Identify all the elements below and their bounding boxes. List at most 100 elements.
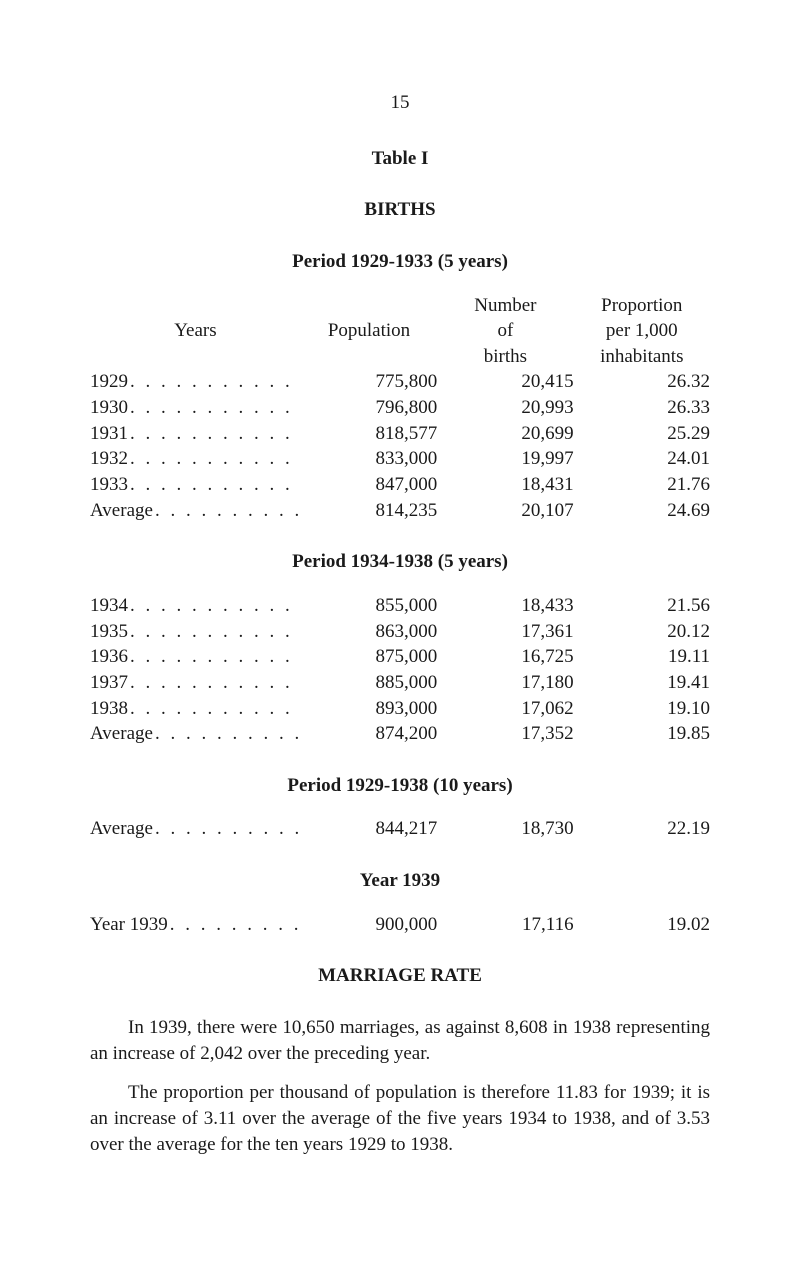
dot-leader: . . . . . . . . . . . . . . . . . . . . … (128, 696, 301, 722)
cell-proportion: 19.85 (574, 721, 710, 747)
table-header-cell: inhabitants (574, 344, 710, 370)
cell-year: Average. . . . . . . . . . . . . . . . .… (90, 498, 301, 524)
cell-population: 833,000 (301, 446, 437, 472)
year-label: 1937 (90, 670, 128, 696)
cell-year: 1937. . . . . . . . . . . . . . . . . . … (90, 670, 301, 696)
cell-year: 1931. . . . . . . . . . . . . . . . . . … (90, 421, 301, 447)
cell-population: 885,000 (301, 670, 437, 696)
table-row: 1929. . . . . . . . . . . . . . . . . . … (90, 369, 710, 395)
section-title-marriage: MARRIAGE RATE (90, 963, 710, 989)
cell-number: 20,415 (437, 369, 573, 395)
cell-number: 18,431 (437, 472, 573, 498)
cell-population: 796,800 (301, 395, 437, 421)
table-row: 1935. . . . . . . . . . . . . . . . . . … (90, 619, 710, 645)
cell-year: 1930. . . . . . . . . . . . . . . . . . … (90, 395, 301, 421)
cell-proportion: 24.01 (574, 446, 710, 472)
cell-population: 874,200 (301, 721, 437, 747)
dot-leader: . . . . . . . . . . . . . . . . . . . . … (168, 912, 301, 938)
page-number: 15 (90, 90, 710, 116)
period-heading: Period 1929-1933 (5 years) (90, 249, 710, 275)
cell-year: 1936. . . . . . . . . . . . . . . . . . … (90, 644, 301, 670)
cell-population: 863,000 (301, 619, 437, 645)
dot-leader: . . . . . . . . . . . . . . . . . . . . … (128, 472, 301, 498)
cell-proportion: 20.12 (574, 619, 710, 645)
year-label: Average (90, 498, 153, 524)
cell-number: 20,993 (437, 395, 573, 421)
dot-leader: . . . . . . . . . . . . . . . . . . . . … (128, 644, 301, 670)
year-label: 1938 (90, 696, 128, 722)
table-header-cell: Years (90, 318, 301, 344)
cell-year: Average. . . . . . . . . . . . . . . . .… (90, 721, 301, 747)
cell-number: 17,180 (437, 670, 573, 696)
marriage-para-1: In 1939, there were 10,650 marriages, as… (90, 1015, 710, 1066)
cell-proportion: 26.32 (574, 369, 710, 395)
dot-leader: . . . . . . . . . . . . . . . . . . . . … (153, 498, 301, 524)
cell-population: 900,000 (301, 912, 437, 938)
document-page: 15 Table I BIRTHS Period 1929-1933 (5 ye… (0, 0, 800, 1217)
table-header-row: NumberProportion (90, 293, 710, 319)
cell-proportion: 19.10 (574, 696, 710, 722)
table-row: 1936. . . . . . . . . . . . . . . . . . … (90, 644, 710, 670)
cell-proportion: 24.69 (574, 498, 710, 524)
cell-proportion: 25.29 (574, 421, 710, 447)
year-label: Year 1939 (90, 912, 168, 938)
period-heading: Period 1929-1938 (10 years) (90, 773, 710, 799)
cell-year: 1934. . . . . . . . . . . . . . . . . . … (90, 593, 301, 619)
cell-number: 16,725 (437, 644, 573, 670)
cell-proportion: 22.19 (574, 816, 710, 842)
cell-proportion: 21.76 (574, 472, 710, 498)
table-header-cell (301, 293, 437, 319)
period-heading: Year 1939 (90, 868, 710, 894)
year-label: Average (90, 816, 153, 842)
cell-year: 1938. . . . . . . . . . . . . . . . . . … (90, 696, 301, 722)
section-title-births: BIRTHS (90, 197, 710, 223)
cell-population: 855,000 (301, 593, 437, 619)
year-label: 1932 (90, 446, 128, 472)
table-header-cell: Proportion (574, 293, 710, 319)
year-label: Average (90, 721, 153, 747)
table-header-cell (90, 293, 301, 319)
cell-year: Average. . . . . . . . . . . . . . . . .… (90, 816, 301, 842)
dot-leader: . . . . . . . . . . . . . . . . . . . . … (128, 395, 301, 421)
cell-year: 1929. . . . . . . . . . . . . . . . . . … (90, 369, 301, 395)
table-row: 1938. . . . . . . . . . . . . . . . . . … (90, 696, 710, 722)
dot-leader: . . . . . . . . . . . . . . . . . . . . … (128, 593, 301, 619)
year-label: 1936 (90, 644, 128, 670)
marriage-para-2: The proportion per thousand of populatio… (90, 1080, 710, 1157)
table-row: Average. . . . . . . . . . . . . . . . .… (90, 721, 710, 747)
cell-proportion: 19.02 (574, 912, 710, 938)
table-row: 1937. . . . . . . . . . . . . . . . . . … (90, 670, 710, 696)
cell-number: 18,730 (437, 816, 573, 842)
year-label: 1935 (90, 619, 128, 645)
cell-number: 18,433 (437, 593, 573, 619)
table-row: 1932. . . . . . . . . . . . . . . . . . … (90, 446, 710, 472)
year-label: 1933 (90, 472, 128, 498)
cell-population: 844,217 (301, 816, 437, 842)
table-header-cell: births (437, 344, 573, 370)
periods-container: Period 1929-1933 (5 years) NumberProport… (90, 249, 710, 937)
dot-leader: . . . . . . . . . . . . . . . . . . . . … (128, 369, 301, 395)
cell-population: 875,000 (301, 644, 437, 670)
cell-year: 1935. . . . . . . . . . . . . . . . . . … (90, 619, 301, 645)
table-header-cell (90, 344, 301, 370)
year-label: 1934 (90, 593, 128, 619)
table-header-cell: Number (437, 293, 573, 319)
table-label: Table I (90, 146, 710, 172)
table-row: 1930. . . . . . . . . . . . . . . . . . … (90, 395, 710, 421)
cell-year: Year 1939. . . . . . . . . . . . . . . .… (90, 912, 301, 938)
year-label: 1929 (90, 369, 128, 395)
cell-proportion: 19.11 (574, 644, 710, 670)
dot-leader: . . . . . . . . . . . . . . . . . . . . … (128, 446, 301, 472)
cell-number: 20,107 (437, 498, 573, 524)
table-row: 1933. . . . . . . . . . . . . . . . . . … (90, 472, 710, 498)
table-header-row: birthsinhabitants (90, 344, 710, 370)
table-header-cell: of (437, 318, 573, 344)
cell-year: 1933. . . . . . . . . . . . . . . . . . … (90, 472, 301, 498)
cell-population: 847,000 (301, 472, 437, 498)
cell-year: 1932. . . . . . . . . . . . . . . . . . … (90, 446, 301, 472)
cell-number: 17,062 (437, 696, 573, 722)
table-row: 1931. . . . . . . . . . . . . . . . . . … (90, 421, 710, 447)
table-header-cell: per 1,000 (574, 318, 710, 344)
dot-leader: . . . . . . . . . . . . . . . . . . . . … (128, 619, 301, 645)
table-header-cell: Population (301, 318, 437, 344)
